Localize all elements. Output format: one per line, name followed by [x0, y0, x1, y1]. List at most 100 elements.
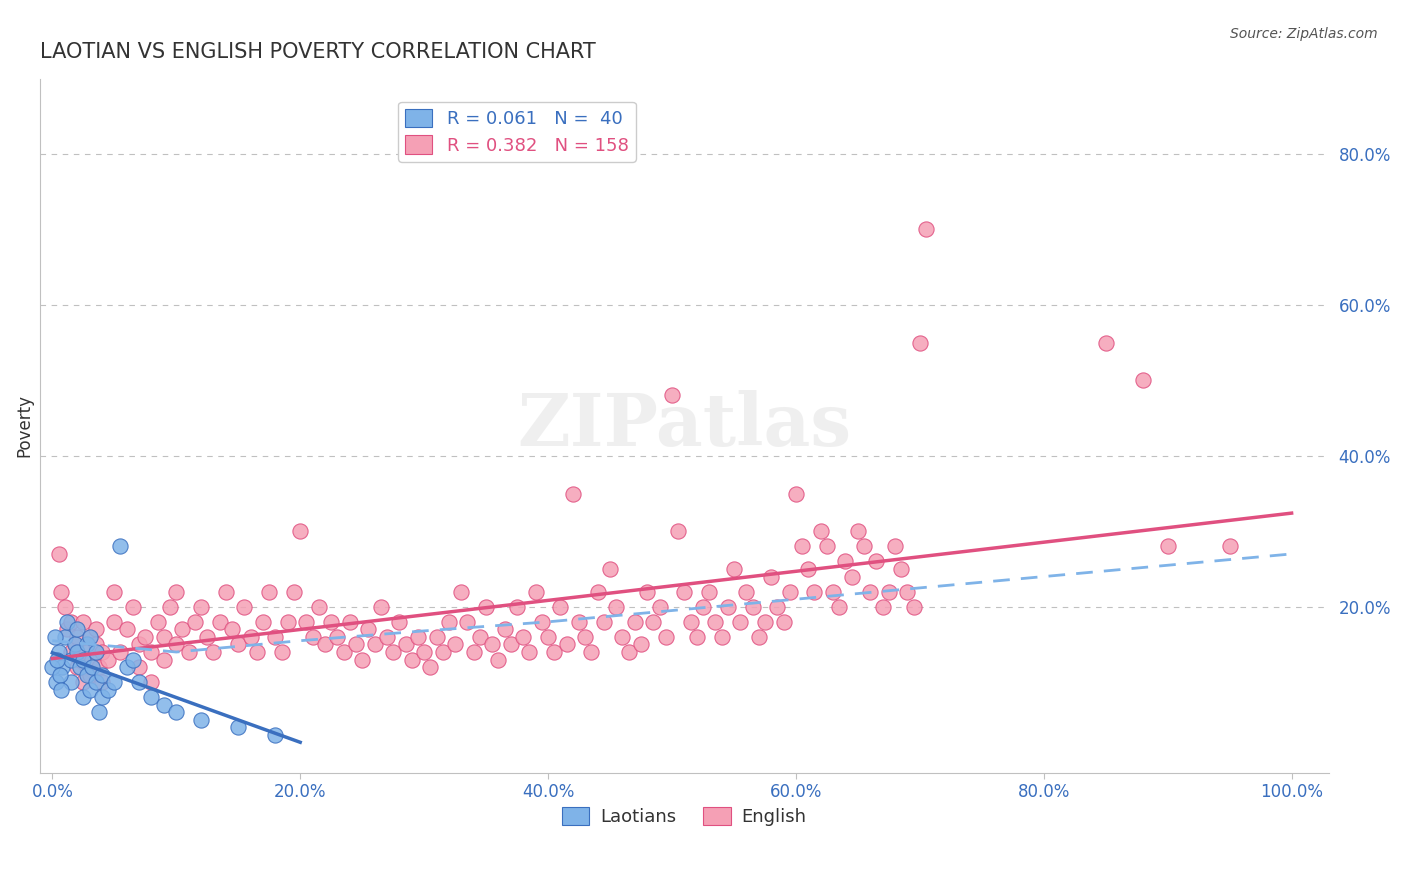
- Point: [221, 623, 243, 637]
- Point: [56, 623, 79, 637]
- Point: [66, 660, 89, 674]
- Point: [661, 388, 683, 402]
- Point: [828, 599, 851, 614]
- Point: [1219, 540, 1241, 554]
- Point: [915, 222, 938, 236]
- Point: [643, 615, 665, 629]
- Point: [432, 645, 454, 659]
- Point: [790, 540, 813, 554]
- Point: [226, 638, 249, 652]
- Point: [295, 615, 318, 629]
- Point: [859, 584, 882, 599]
- Point: [290, 524, 312, 539]
- Point: [90, 645, 112, 659]
- Point: [202, 645, 225, 659]
- Point: [717, 599, 740, 614]
- Point: [134, 630, 156, 644]
- Point: [103, 584, 125, 599]
- Point: [617, 645, 640, 659]
- Point: [592, 615, 614, 629]
- Point: [59, 652, 82, 666]
- Point: [666, 524, 689, 539]
- Point: [84, 623, 107, 637]
- Point: [79, 630, 101, 644]
- Point: [115, 660, 138, 674]
- Point: [90, 675, 112, 690]
- Point: [530, 615, 553, 629]
- Point: [59, 615, 82, 629]
- Point: [877, 584, 900, 599]
- Point: [841, 569, 863, 583]
- Point: [394, 638, 416, 652]
- Point: [46, 652, 69, 666]
- Point: [233, 599, 256, 614]
- Point: [190, 599, 212, 614]
- Point: [519, 645, 541, 659]
- Point: [555, 638, 578, 652]
- Text: LAOTIAN VS ENGLISH POVERTY CORRELATION CHART: LAOTIAN VS ENGLISH POVERTY CORRELATION C…: [39, 42, 596, 62]
- Point: [128, 675, 150, 690]
- Point: [79, 667, 101, 681]
- Point: [823, 584, 845, 599]
- Point: [581, 645, 603, 659]
- Point: [56, 615, 79, 629]
- Point: [84, 675, 107, 690]
- Point: [810, 524, 832, 539]
- Point: [103, 615, 125, 629]
- Point: [375, 630, 398, 644]
- Point: [779, 584, 801, 599]
- Point: [679, 615, 702, 629]
- Point: [208, 615, 231, 629]
- Point: [512, 630, 534, 644]
- Point: [623, 615, 645, 629]
- Point: [697, 584, 720, 599]
- Point: [76, 660, 98, 674]
- Point: [283, 584, 305, 599]
- Point: [215, 584, 238, 599]
- Point: [165, 706, 187, 720]
- Point: [815, 540, 838, 554]
- Point: [481, 638, 503, 652]
- Point: [723, 562, 745, 576]
- Point: [499, 638, 522, 652]
- Point: [692, 599, 714, 614]
- Point: [159, 599, 181, 614]
- Point: [153, 652, 176, 666]
- Point: [110, 540, 132, 554]
- Point: [890, 562, 912, 576]
- Point: [468, 630, 491, 644]
- Point: [748, 630, 770, 644]
- Point: [759, 569, 782, 583]
- Point: [257, 584, 280, 599]
- Point: [72, 652, 94, 666]
- Point: [704, 615, 727, 629]
- Point: [270, 645, 292, 659]
- Point: [797, 562, 820, 576]
- Point: [754, 615, 776, 629]
- Point: [903, 599, 925, 614]
- Point: [339, 615, 361, 629]
- Point: [76, 645, 98, 659]
- Point: [226, 721, 249, 735]
- Point: [277, 615, 299, 629]
- Point: [370, 599, 392, 614]
- Point: [128, 660, 150, 674]
- Point: [357, 623, 380, 637]
- Point: [1094, 335, 1116, 350]
- Point: [314, 638, 336, 652]
- Point: [90, 690, 112, 705]
- Point: [686, 630, 709, 644]
- Point: [76, 638, 98, 652]
- Point: [561, 486, 583, 500]
- Point: [494, 623, 516, 637]
- Point: [69, 652, 91, 666]
- Point: [550, 599, 572, 614]
- Y-axis label: Poverty: Poverty: [15, 394, 32, 458]
- Point: [537, 630, 560, 644]
- Point: [84, 638, 107, 652]
- Point: [79, 630, 101, 644]
- Point: [803, 584, 825, 599]
- Legend: Laotians, English: Laotians, English: [555, 799, 814, 833]
- Point: [66, 645, 89, 659]
- Point: [59, 645, 82, 659]
